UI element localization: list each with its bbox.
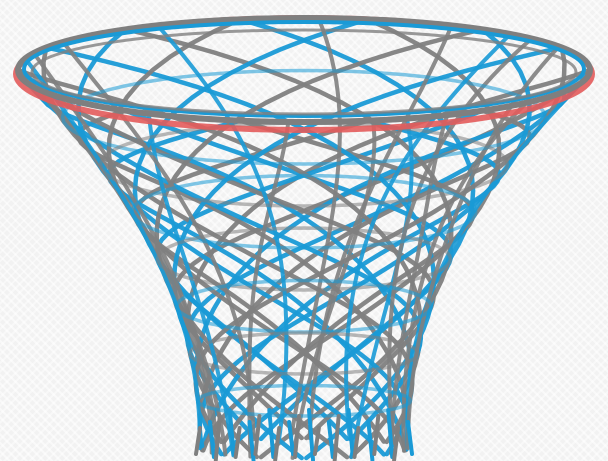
net-strand-end [332,414,341,461]
net-strand-end [372,414,381,456]
net-strand-end [247,420,256,461]
net-strand-end [392,426,401,461]
net-strand-end [406,420,414,456]
net-strand-end [307,408,315,461]
net-strand-end [366,420,375,461]
net-strand-end [227,408,236,456]
net-ring [60,68,548,166]
net-strand-end [194,426,202,456]
net-strands [15,16,593,461]
net-ring [195,383,413,418]
net-strand-end [346,408,355,456]
net-strand-end [207,420,216,459]
net-strand-end [287,420,296,456]
net-strand-end [326,420,335,459]
net-ring [130,173,478,250]
rim-gray-band [15,15,593,125]
hoop-rim [13,15,595,133]
net-strand-end [352,426,361,459]
net-strand-end [253,414,262,456]
net-strand-end [293,414,301,459]
net-strand-end [233,426,242,459]
net-strand-end [312,426,321,456]
net-strand-end [386,408,395,459]
net-ring [175,278,433,334]
rim-blue-band [22,20,586,118]
net-strand-end [273,426,282,461]
net-strand-end [267,408,276,459]
net-strand-end [213,414,222,461]
net-ring [188,331,420,376]
rim-inner-band [30,28,578,116]
